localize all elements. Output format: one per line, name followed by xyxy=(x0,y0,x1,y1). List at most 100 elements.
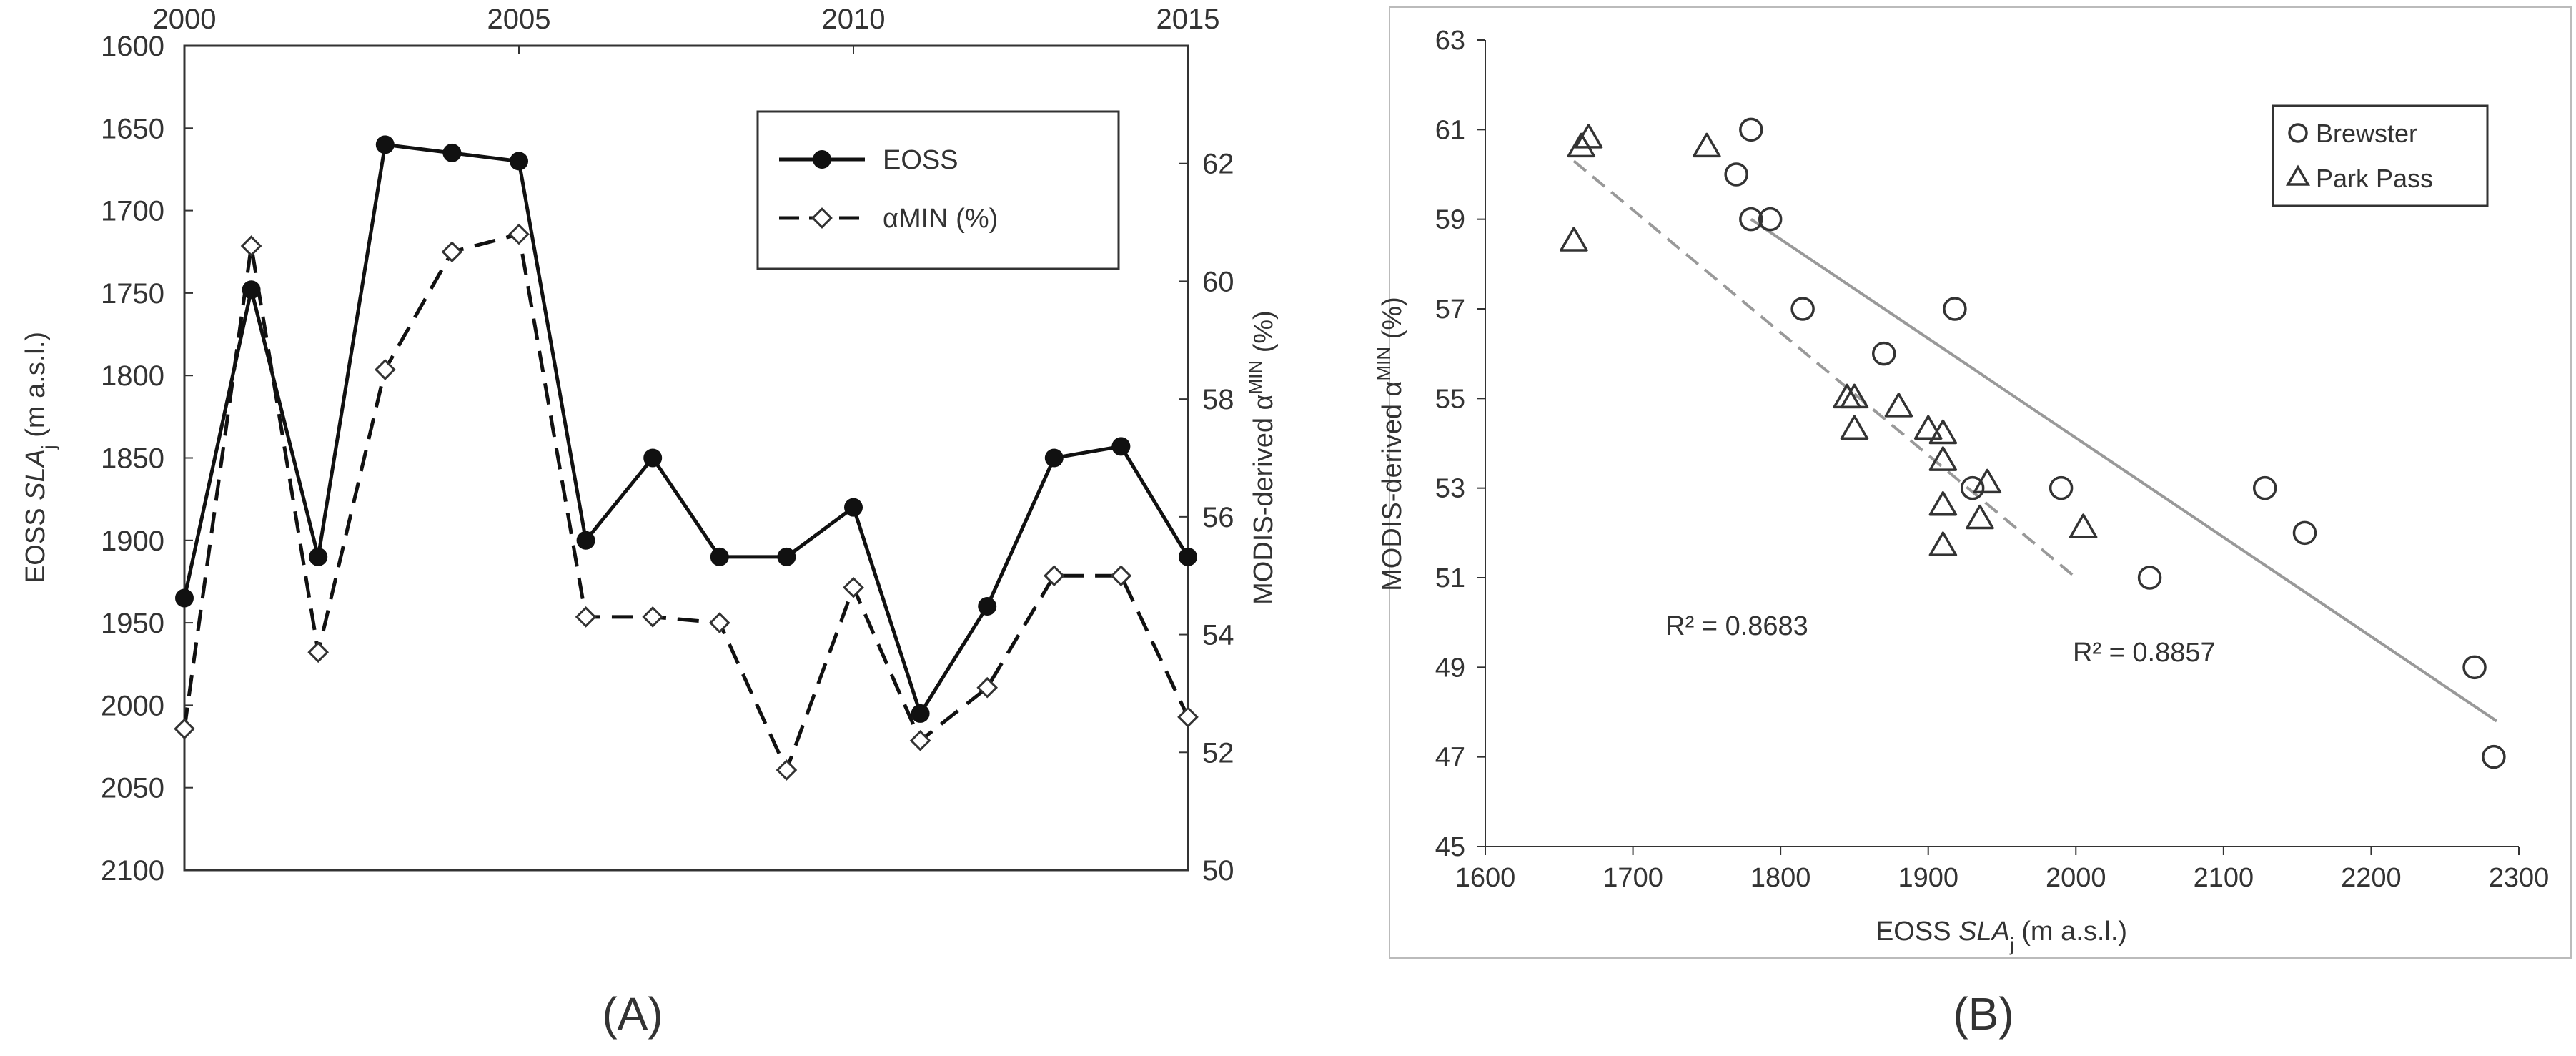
panel-a-left-tick-label: 1850 xyxy=(101,443,164,475)
panel-b-y-tick-label: 51 xyxy=(1435,563,1465,593)
eoss-data-point xyxy=(309,547,328,566)
legend-park-pass-marker xyxy=(2285,164,2311,186)
panel-a-x-tick-label: 2010 xyxy=(822,4,886,35)
trendline-label-brewster: R² = 0.8857 xyxy=(2073,638,2216,668)
alpha-min-data-point xyxy=(575,606,597,628)
alpha-min-data-point xyxy=(909,729,931,751)
panel-a-left-tick-label: 1750 xyxy=(101,278,164,310)
legend-alpha-label: αMIN (%) xyxy=(883,204,998,234)
panel-a-legend: EOSS αMIN (%) xyxy=(756,110,1120,270)
panel-b-x-tick-label: 2000 xyxy=(2046,863,2106,893)
panel-b-y-axis-title: MODIS-derived αMIN (%) xyxy=(1373,297,1407,591)
panel-b-y-tick-label: 45 xyxy=(1435,832,1465,862)
panel-b-y-tick-label: 63 xyxy=(1435,26,1465,56)
panel-b-x-tick-label: 2300 xyxy=(2489,863,2550,893)
panel-a-label: (A) xyxy=(602,988,663,1040)
park-pass-data-point xyxy=(1928,490,1958,516)
eoss-data-point xyxy=(1111,437,1131,456)
eoss-data-point xyxy=(576,531,595,550)
panel-b-y-tick-label: 57 xyxy=(1435,295,1465,325)
eoss-data-point xyxy=(1179,547,1197,566)
brewster-data-point xyxy=(1960,475,1985,500)
alpha-min-data-point xyxy=(642,606,664,628)
brewster-data-point xyxy=(2252,475,2277,500)
brewster-data-point xyxy=(2049,475,2074,500)
panel-a-right-tick-label: 52 xyxy=(1202,737,1234,769)
chart-panel-a: 2000 2005 2010 2015 1600 1650 1700 1750 1800 1850… xyxy=(21,4,1279,1040)
alpha-min-data-point xyxy=(307,641,330,663)
chart-panel-b: 1600 1700 1800 1900 2000 2100 2200 2300 45 47 49 51… xyxy=(1373,6,2572,1040)
brewster-data-point xyxy=(2137,566,2162,590)
eoss-data-point xyxy=(242,280,261,300)
eoss-data-point xyxy=(175,588,194,608)
park-pass-data-point xyxy=(1973,468,2002,494)
panel-b-legend: Brewster Park Pass xyxy=(2272,104,2489,207)
panel-a-legend-box xyxy=(756,110,1120,270)
eoss-data-point xyxy=(643,448,663,468)
eoss-data-point xyxy=(710,547,729,566)
alpha-min-data-point xyxy=(374,359,396,380)
park-pass-data-point xyxy=(2069,513,2098,538)
eoss-data-point xyxy=(911,704,930,723)
alpha-min-data-point xyxy=(1177,706,1199,728)
alpha-min-data-point xyxy=(708,612,730,633)
eoss-series-line xyxy=(182,142,1190,716)
panel-a-right-tick-label: 50 xyxy=(1202,855,1234,887)
panel-a-left-tick-label: 2100 xyxy=(101,855,164,887)
panel-b-y-tick-label: 59 xyxy=(1435,205,1465,235)
panel-a-left-axis-title: EOSS SLAj (m a.s.l.) xyxy=(21,332,59,583)
alpha-min-series-line xyxy=(182,232,1190,772)
legend-brewster-marker xyxy=(2288,123,2308,143)
eoss-data-point xyxy=(375,135,395,154)
park-pass-data-point xyxy=(1840,383,1869,409)
panel-b-y-tick-label: 47 xyxy=(1435,743,1465,773)
park-pass-data-point xyxy=(1928,531,1958,556)
park-pass-trendline xyxy=(1572,159,2077,579)
alpha-min-data-point xyxy=(1110,565,1132,587)
alpha-min-data-point xyxy=(508,223,530,245)
panel-b-label: (B) xyxy=(1953,988,2013,1040)
panel-b-x-tick-label: 1900 xyxy=(1898,863,1958,893)
legend-alpha-marker xyxy=(811,207,833,229)
legend-eoss-marker xyxy=(813,150,831,169)
brewster-data-point xyxy=(2462,655,2487,680)
park-pass-data-point xyxy=(1884,393,1913,418)
brewster-data-point xyxy=(1739,117,1763,142)
panel-b-legend-box xyxy=(2272,104,2489,207)
alpha-min-data-point xyxy=(776,759,798,781)
panel-a-right-tick-label: 58 xyxy=(1202,384,1234,415)
park-pass-data-point xyxy=(1928,446,1958,471)
panel-b-x-tick-label: 1800 xyxy=(1750,863,1811,893)
brewster-data-point xyxy=(1790,297,1815,321)
park-pass-data-point xyxy=(1574,124,1603,149)
brewster-data-point xyxy=(1943,297,1967,321)
panel-b-y-tick-label: 61 xyxy=(1435,115,1465,145)
brewster-data-point xyxy=(1758,207,1783,232)
eoss-data-point xyxy=(1044,448,1064,468)
alpha-min-data-point xyxy=(843,576,864,598)
panel-a-x-tick-label: 2000 xyxy=(153,4,217,35)
alpha-min-data-point xyxy=(441,241,463,263)
panel-a-left-tick-label: 1800 xyxy=(101,360,164,392)
brewster-data-point xyxy=(1739,207,1763,232)
park-pass-data-point xyxy=(1560,227,1588,252)
alpha-min-data-point xyxy=(976,676,999,699)
panel-a-left-tick-label: 2000 xyxy=(101,690,164,721)
panel-a-left-tick-label: 1700 xyxy=(101,196,164,227)
brewster-data-point xyxy=(1871,341,1896,366)
panel-b-x-tick-label: 2100 xyxy=(2194,863,2254,893)
park-pass-data-point xyxy=(1567,132,1596,158)
eoss-data-point xyxy=(978,597,997,616)
panel-a-left-tick-label: 1600 xyxy=(101,31,164,62)
panel-b-chart-frame xyxy=(1389,6,2572,959)
park-pass-data-point xyxy=(1913,415,1943,440)
legend-park-pass-label: Park Pass xyxy=(2316,164,2433,193)
legend-brewster-label: Brewster xyxy=(2316,119,2417,148)
eoss-data-point xyxy=(510,152,528,171)
brewster-trendline xyxy=(1750,218,2498,723)
brewster-data-point xyxy=(2482,744,2506,769)
panel-b-x-axis-title: EOSS SLAj (m a.s.l.) xyxy=(1876,917,2127,955)
park-pass-data-point xyxy=(1928,419,1958,445)
panel-a-right-axis-title: MODIS-derived αMIN (%) xyxy=(1244,310,1279,605)
